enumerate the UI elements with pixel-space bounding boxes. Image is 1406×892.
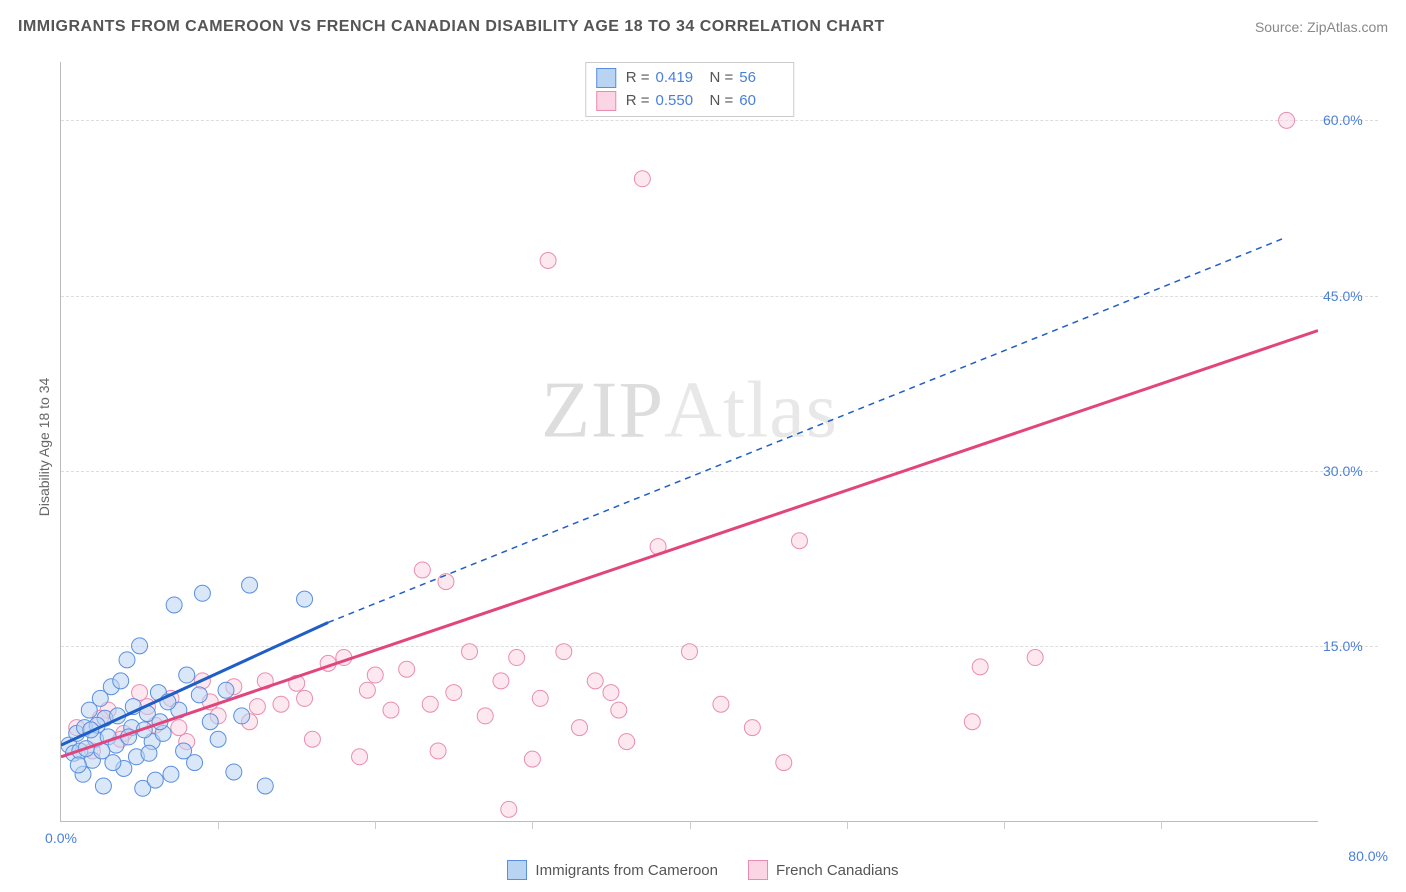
data-point	[132, 638, 148, 654]
data-point	[163, 766, 179, 782]
data-point	[446, 685, 462, 701]
data-point	[972, 659, 988, 675]
data-point	[226, 764, 242, 780]
swatch-series-b	[596, 91, 616, 111]
data-point	[744, 720, 760, 736]
data-point	[634, 171, 650, 187]
data-point	[367, 667, 383, 683]
data-point	[352, 749, 368, 765]
data-point	[210, 731, 226, 747]
swatch-series-a	[507, 860, 527, 880]
data-point	[70, 757, 86, 773]
data-point	[438, 574, 454, 590]
x-tick-label: 0.0%	[45, 830, 77, 846]
data-point	[603, 685, 619, 701]
data-point	[242, 577, 258, 593]
data-point	[218, 682, 234, 698]
data-point	[176, 743, 192, 759]
chart-title: IMMIGRANTS FROM CAMEROON VS FRENCH CANAD…	[18, 18, 885, 36]
data-point	[359, 682, 375, 698]
trend-line	[328, 237, 1286, 622]
data-point	[791, 533, 807, 549]
y-tick-label: 15.0%	[1323, 638, 1378, 654]
data-point	[501, 801, 517, 817]
data-point	[556, 644, 572, 660]
r-value-b: 0.550	[656, 90, 700, 113]
n-label: N =	[710, 67, 734, 90]
data-point	[540, 253, 556, 269]
data-point	[619, 734, 635, 750]
data-point	[399, 661, 415, 677]
legend-label-b: French Canadians	[776, 862, 899, 879]
data-point	[119, 652, 135, 668]
data-point	[113, 673, 129, 689]
data-point	[147, 772, 163, 788]
data-point	[414, 562, 430, 578]
data-point	[297, 690, 313, 706]
n-value-a: 56	[739, 67, 783, 90]
data-point	[191, 687, 207, 703]
data-point	[171, 720, 187, 736]
r-label: R =	[626, 67, 650, 90]
data-point	[587, 673, 603, 689]
trend-line	[61, 331, 1318, 757]
data-point	[524, 751, 540, 767]
data-point	[202, 714, 218, 730]
data-point	[532, 690, 548, 706]
y-tick-label: 45.0%	[1323, 288, 1378, 304]
data-point	[422, 696, 438, 712]
data-point	[776, 755, 792, 771]
data-point	[713, 696, 729, 712]
data-point	[95, 778, 111, 794]
data-point	[611, 702, 627, 718]
r-label: R =	[626, 90, 650, 113]
data-point	[682, 644, 698, 660]
series-legend: Immigrants from Cameroon French Canadian…	[0, 860, 1406, 880]
data-point	[383, 702, 399, 718]
stats-legend: R = 0.419 N = 56 R = 0.550 N = 60	[585, 62, 795, 117]
data-point	[179, 667, 195, 683]
swatch-series-b	[748, 860, 768, 880]
r-value-a: 0.419	[656, 67, 700, 90]
legend-label-a: Immigrants from Cameroon	[535, 862, 718, 879]
swatch-series-a	[596, 68, 616, 88]
data-point	[477, 708, 493, 724]
data-point	[249, 699, 265, 715]
data-point	[1279, 112, 1295, 128]
trend-line	[61, 622, 328, 745]
data-point	[493, 673, 509, 689]
data-point	[1027, 650, 1043, 666]
data-point	[297, 591, 313, 607]
data-point	[462, 644, 478, 660]
data-point	[304, 731, 320, 747]
y-tick-label: 30.0%	[1323, 463, 1378, 479]
y-axis-label: Disability Age 18 to 34	[36, 378, 52, 517]
data-point	[572, 720, 588, 736]
n-value-b: 60	[739, 90, 783, 113]
data-point	[964, 714, 980, 730]
data-point	[509, 650, 525, 666]
y-tick-label: 60.0%	[1323, 112, 1378, 128]
n-label: N =	[710, 90, 734, 113]
source-label: Source: ZipAtlas.com	[1255, 19, 1388, 35]
data-point	[273, 696, 289, 712]
data-point	[166, 597, 182, 613]
data-point	[141, 745, 157, 761]
data-point	[234, 708, 250, 724]
data-point	[430, 743, 446, 759]
scatter-plot: ZIPAtlas R = 0.419 N = 56 R = 0.550 N = …	[60, 62, 1318, 822]
data-point	[194, 585, 210, 601]
data-point	[257, 778, 273, 794]
